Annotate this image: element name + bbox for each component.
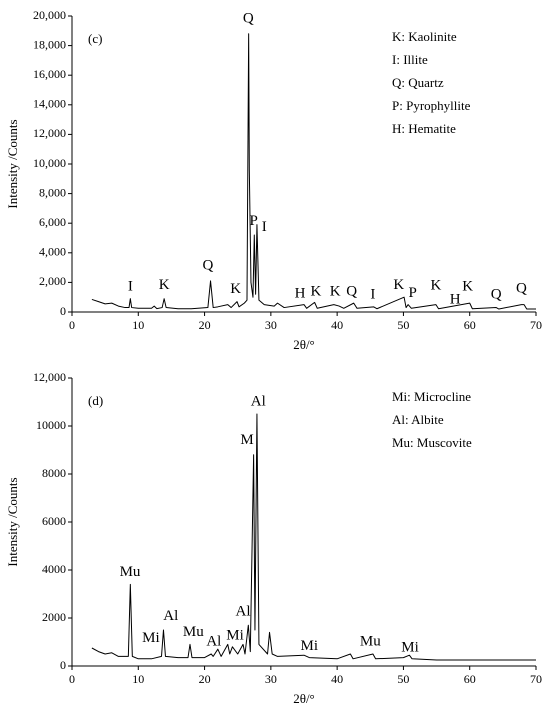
peak-label: Mu	[120, 564, 141, 580]
peak-label: K	[462, 278, 473, 294]
y-tick-label: 6000	[42, 514, 66, 528]
x-tick-label: 50	[397, 318, 409, 332]
peak-label: Mi	[301, 638, 319, 654]
y-tick-label: 8,000	[39, 185, 66, 199]
peak-label: I	[262, 219, 267, 235]
y-axis-label: Intensity /Counts	[5, 477, 20, 566]
y-tick-label: 8000	[42, 466, 66, 480]
x-tick-label: 20	[199, 672, 211, 686]
peak-label: Mi	[142, 630, 160, 646]
panel-label: (c)	[88, 31, 102, 46]
x-tick-label: 30	[265, 672, 277, 686]
x-tick-label: 0	[69, 318, 75, 332]
peak-label: Q	[516, 280, 527, 296]
x-tick-label: 70	[530, 672, 542, 686]
y-tick-label: 10,000	[33, 156, 66, 170]
y-tick-label: 4,000	[39, 245, 66, 259]
peak-label: Q	[491, 286, 502, 302]
peak-label: Al	[236, 603, 251, 619]
peak-label: I	[128, 278, 133, 294]
x-tick-label: 50	[397, 672, 409, 686]
x-tick-label: 70	[530, 318, 542, 332]
peak-label: Mu	[360, 633, 381, 649]
peak-label: Al	[163, 608, 178, 624]
y-tick-label: 0	[60, 658, 66, 672]
peak-label: Q	[346, 283, 357, 299]
y-axis-label: Intensity /Counts	[5, 119, 20, 208]
legend-entry: P: Pyrophyllite	[392, 98, 471, 113]
x-tick-label: 30	[265, 318, 277, 332]
y-tick-label: 2,000	[39, 274, 66, 288]
xrd-line	[91, 33, 536, 310]
y-tick-label: 6,000	[39, 215, 66, 229]
x-tick-label: 40	[331, 672, 343, 686]
peak-label: K	[230, 281, 241, 297]
peak-label: Mi	[226, 627, 244, 643]
peak-label: K	[393, 277, 404, 293]
x-tick-label: 10	[132, 318, 144, 332]
y-tick-label: 4000	[42, 562, 66, 576]
peak-label: I	[370, 286, 375, 302]
peak-label: Q	[202, 258, 213, 274]
peak-label: M	[240, 432, 253, 448]
x-axis-label: 2θ/°	[293, 337, 315, 352]
peak-label: K	[430, 278, 441, 294]
peak-label: K	[159, 277, 170, 293]
peak-label: K	[330, 283, 341, 299]
y-tick-label: 18,000	[33, 37, 66, 51]
y-tick-label: 10000	[36, 418, 66, 432]
y-tick-label: 12,000	[33, 126, 66, 140]
peak-label: Al	[251, 393, 266, 409]
x-tick-label: 60	[464, 318, 476, 332]
y-tick-label: 2000	[42, 610, 66, 624]
y-tick-label: 16,000	[33, 67, 66, 81]
x-axis-label: 2θ/°	[293, 691, 315, 706]
legend-entry: Al: Albite	[392, 412, 444, 427]
xrd-line	[91, 413, 536, 661]
peak-label: K	[311, 283, 322, 299]
x-tick-label: 40	[331, 318, 343, 332]
legend-entry: K: Kaolinite	[392, 29, 457, 44]
y-tick-label: 20,000	[33, 8, 66, 22]
legend-entry: I: Illite	[392, 52, 428, 67]
x-tick-label: 0	[69, 672, 75, 686]
peak-label: P	[249, 213, 257, 229]
peak-label: Mi	[401, 639, 419, 655]
peak-label: H	[450, 292, 461, 308]
x-tick-label: 60	[464, 672, 476, 686]
y-tick-label: 14,000	[33, 97, 66, 111]
y-tick-label: 0	[60, 304, 66, 318]
legend-entry: H: Hematite	[392, 121, 456, 136]
y-tick-label: 12,000	[33, 370, 66, 384]
peak-label: Mu	[183, 624, 204, 640]
x-tick-label: 10	[132, 672, 144, 686]
peak-label: H	[295, 286, 306, 302]
x-tick-label: 20	[199, 318, 211, 332]
panel-label: (d)	[88, 393, 103, 408]
peak-label: Al	[206, 633, 221, 649]
legend-entry: Mu: Muscovite	[392, 435, 472, 450]
peak-label: Q	[243, 10, 254, 26]
peak-label: P	[409, 285, 417, 301]
legend-entry: Q: Quartz	[392, 75, 444, 90]
legend-entry: Mi: Microcline	[392, 389, 471, 404]
